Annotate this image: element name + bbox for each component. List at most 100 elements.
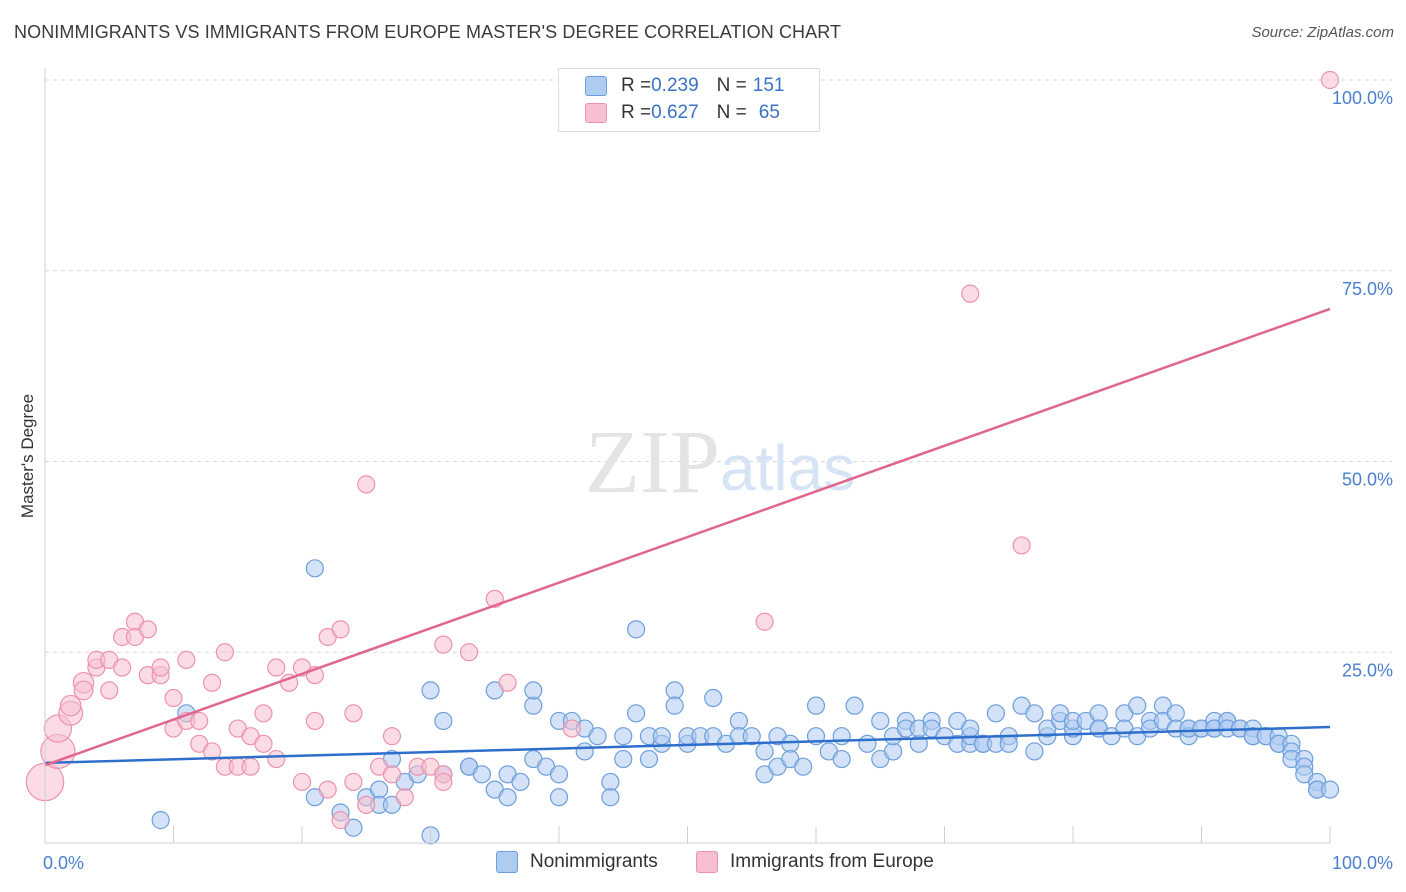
legend-swatch-blue (585, 76, 607, 96)
nonimmigrant-point (665, 681, 684, 700)
nonimmigrant-point (1025, 704, 1044, 723)
y-tick-label: 50.0% (1342, 470, 1393, 490)
immigrant-point (434, 635, 453, 654)
immigrant-point (202, 673, 222, 692)
legend-r-value: 0.627 (651, 102, 699, 123)
immigrant-point (241, 757, 260, 776)
nonimmigrant-point (742, 727, 761, 746)
nonimmigrant-point (704, 688, 723, 708)
legend-n-value: 65 (758, 102, 780, 123)
nonimmigrant-point (1320, 780, 1340, 799)
immigrant-point (254, 704, 273, 723)
immigrant-point (755, 612, 774, 631)
immigrant-point (292, 772, 312, 792)
chart-title: NONIMMIGRANTS VS IMMIGRANTS FROM EUROPE … (14, 22, 842, 42)
nonimmigrant-point (588, 727, 607, 746)
nonimmigrant-point (511, 772, 530, 792)
immigrant-point (190, 711, 209, 731)
nonimmigrant-point (549, 788, 569, 807)
nonimmigrant-point (639, 749, 659, 769)
immigrant-point (357, 795, 376, 814)
x-tick-label: 100.0% (1332, 853, 1393, 873)
immigrant-point (382, 765, 402, 784)
nonimmigrant-point (999, 734, 1018, 753)
legend-label-immigrants: Immigrants from Europe (730, 851, 934, 872)
nonimmigrant-point (614, 749, 633, 769)
legend-n-label: N = (716, 75, 747, 96)
x-tick-label: 0.0% (43, 853, 84, 873)
nonimmigrants-points (151, 559, 1340, 845)
nonimmigrant-point (1025, 742, 1044, 761)
nonimmigrant-point (806, 696, 826, 715)
nonimmigrant-point (652, 727, 671, 746)
nonimmigrant-point (498, 788, 517, 807)
immigrant-point (177, 650, 196, 669)
legend-n-label: N = (716, 102, 747, 123)
watermark-zip: ZIP (585, 413, 720, 512)
legend-nonimmigrants: Nonimmigrants (496, 851, 658, 873)
nonimmigrant-point (614, 727, 633, 746)
legend-swatch-pink (585, 103, 607, 123)
immigrant-point (357, 475, 376, 494)
immigrant-point (151, 658, 170, 677)
nonimmigrant-point (832, 727, 851, 746)
nonimmigrant-point (871, 711, 890, 731)
nonimmigrant-point (370, 780, 389, 799)
nonimmigrant-point (986, 704, 1006, 723)
immigrant-point (344, 704, 363, 723)
immigrant-point (202, 742, 222, 761)
legend-row-immigrants: R = 0.627 N = 65 (585, 100, 780, 126)
nonimmigrant-point (601, 788, 620, 807)
nonimmigrant-point (524, 681, 543, 700)
nonimmigrant-point (472, 765, 491, 784)
nonimmigrant-point (665, 696, 684, 715)
nonimmigrant-point (755, 742, 774, 761)
grid-lines (45, 79, 1392, 653)
immigrant-point (562, 719, 581, 738)
nonimmigrant-point (729, 711, 749, 731)
legend-r-label: R = (621, 102, 652, 123)
immigrant-point (1320, 70, 1340, 90)
legend-r-value: 0.239 (651, 75, 699, 96)
legend-immigrants: Immigrants from Europe (696, 851, 934, 873)
watermark-atlas: atlas (720, 432, 855, 504)
nonimmigrant-point (421, 681, 440, 700)
y-tick-label: 100.0% (1332, 88, 1393, 108)
y-tick-label: 75.0% (1342, 279, 1393, 299)
immigrant-point (138, 620, 157, 639)
immigrant-point (164, 688, 183, 708)
nonimmigrant-point (1128, 696, 1147, 715)
nonimmigrant-point (626, 704, 646, 723)
immigrant-point (331, 620, 350, 639)
axes (44, 68, 1331, 844)
immigrant-point (305, 711, 324, 731)
legend-label-nonimmigrants: Nonimmigrants (530, 851, 658, 872)
nonimmigrant-point (832, 749, 851, 769)
immigrant-point (344, 772, 363, 792)
immigrant-point (961, 284, 980, 303)
immigrant-point (100, 681, 119, 700)
immigrant-point (267, 658, 286, 677)
legend-swatch-blue (496, 851, 518, 873)
immigrant-point (498, 673, 517, 692)
legend-n-value: 151 (752, 75, 785, 96)
nonimmigrant-point (151, 811, 170, 830)
nonimmigrant-point (601, 772, 620, 792)
nonimmigrant-point (858, 734, 877, 753)
immigrant-point (459, 643, 479, 662)
nonimmigrant-point (524, 696, 543, 715)
nonimmigrant-point (781, 734, 800, 753)
nonimmigrant-point (626, 620, 646, 639)
immigrant-point (267, 749, 286, 769)
immigrants-trend-line (44, 307, 1331, 767)
immigrant-point (112, 658, 132, 677)
nonimmigrant-point (434, 711, 453, 731)
legend-row-nonimmigrants: R = 0.239 N = 151 (585, 73, 784, 99)
immigrant-point (331, 811, 350, 830)
stats-legend: R = 0.239 N = 151 R = 0.627 N = 65 (558, 68, 820, 132)
nonimmigrant-point (961, 719, 980, 738)
y-tick-label: 25.0% (1342, 660, 1393, 680)
nonimmigrant-point (794, 757, 813, 776)
nonimmigrant-point (549, 765, 569, 784)
